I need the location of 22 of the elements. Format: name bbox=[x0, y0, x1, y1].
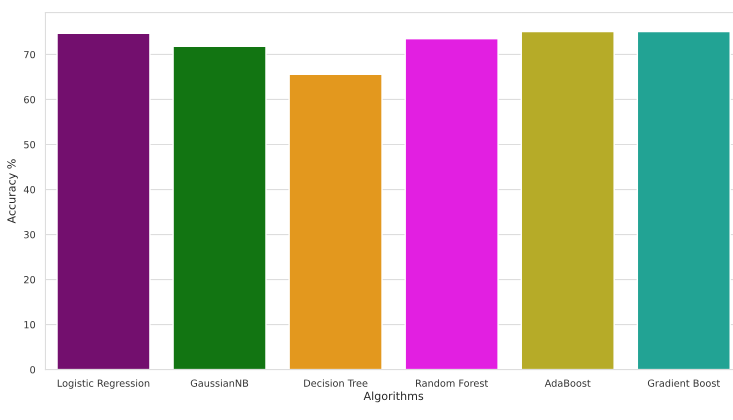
x-tick-label: Gradient Boost bbox=[648, 379, 720, 387]
y-tick-label: 10 bbox=[24, 321, 36, 328]
x-tick-label: Logistic Regression bbox=[58, 379, 150, 389]
y-tick-label: 0 bbox=[30, 366, 36, 374]
x-tick-label: AdaBoost bbox=[544, 379, 590, 387]
x-tick-label: GaussianNB bbox=[190, 379, 248, 387]
y-tick-label: 40 bbox=[24, 186, 36, 194]
x-tick-label: Random Forest bbox=[416, 379, 488, 387]
bar bbox=[56, 32, 151, 370]
bar bbox=[520, 30, 615, 370]
y-tick-label: 60 bbox=[24, 96, 36, 104]
bar bbox=[172, 46, 267, 370]
y-tick-label: 30 bbox=[24, 231, 36, 238]
y-tick-label: 20 bbox=[24, 276, 36, 284]
bar bbox=[636, 30, 731, 370]
bar bbox=[404, 38, 499, 370]
y-tick-label: 70 bbox=[24, 50, 36, 58]
bar bbox=[288, 74, 383, 370]
y-tick-label: 50 bbox=[24, 140, 36, 148]
x-axis-title: Algorithms bbox=[364, 392, 424, 402]
x-tick-label: Decision Tree bbox=[304, 379, 368, 387]
y-axis-title: Accuracy % bbox=[7, 159, 18, 224]
